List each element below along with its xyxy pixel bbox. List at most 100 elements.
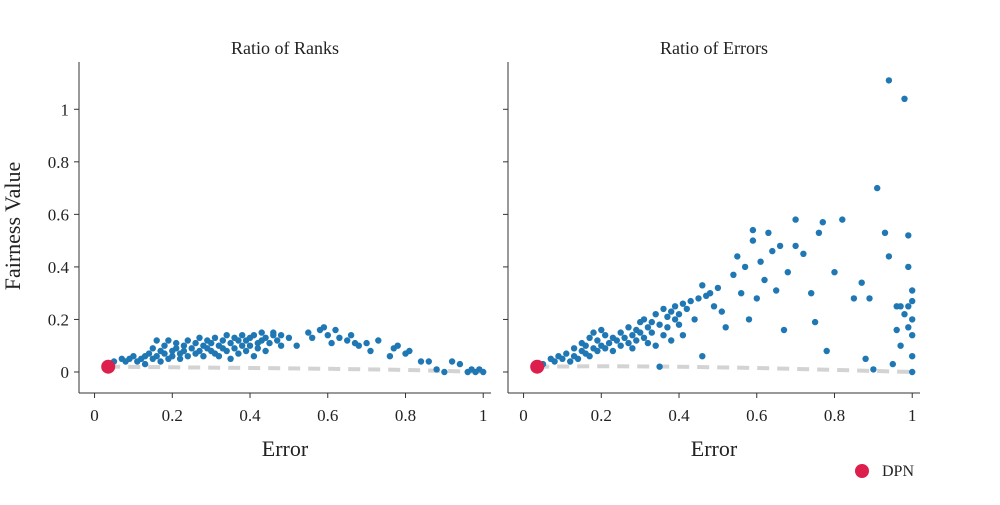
data-point [668,337,675,344]
frontier-line [108,364,484,374]
data-point [332,326,339,334]
data-point [239,342,246,349]
data-point [223,347,230,355]
data-point [406,347,413,355]
data-point [347,332,355,339]
dpn-point [101,359,116,374]
data-point [598,326,605,334]
data-point [671,316,679,323]
data-point [551,358,558,365]
data-point [909,287,916,294]
data-point [773,287,780,294]
data-point [815,229,823,236]
data-point [633,337,640,344]
data-point [679,300,687,307]
x-tick-label: 0.2 [591,406,612,425]
data-point [652,342,659,349]
data-point [718,308,725,315]
data-point [811,318,819,326]
data-point [309,334,316,341]
data-point [893,326,900,334]
data-point [644,339,652,347]
data-point [637,329,644,336]
legend-marker [855,464,869,478]
data-point [149,345,156,352]
data-point [582,342,589,349]
data-point [640,316,648,323]
data-point [235,350,242,357]
data-point [640,334,648,341]
data-point [161,342,168,349]
data-point [246,342,254,349]
data-point [695,295,702,302]
data-point [586,334,593,341]
x-axis-title: Error [691,436,738,461]
data-point [285,334,293,341]
y-tick-label: 1 [61,100,70,119]
data-point [897,303,904,310]
y-tick-label: 0 [61,363,70,382]
data-point [738,290,745,297]
legend-label: DPN [882,463,914,480]
x-tick-label: 1 [908,406,917,425]
frontier-line [537,364,913,374]
x-tick-label: 0.2 [162,406,183,425]
data-point [433,366,440,373]
data-point [776,242,784,250]
data-point [570,345,578,352]
panel-title: Ratio of Errors [660,38,768,58]
data-point [862,355,869,362]
data-point [157,358,164,365]
data-point [897,342,904,349]
data-point [901,95,908,103]
data-point [277,332,285,339]
data-point [706,290,714,297]
data-point [375,337,382,344]
data-point [262,334,269,341]
data-point [850,295,858,302]
data-point [909,353,916,360]
data-point [239,332,246,339]
data-point [769,247,776,255]
data-point [629,332,636,339]
data-point [235,337,242,344]
y-tick-label: 0.6 [48,205,69,224]
data-point [691,316,698,323]
data-point [909,332,916,339]
data-point [161,350,168,357]
x-tick-label: 0.4 [239,406,261,425]
data-point [909,368,916,376]
data-point [745,316,753,323]
data-point [699,282,706,289]
data-point [200,353,207,360]
data-point [652,311,659,318]
data-point [792,242,799,250]
data-point [602,345,609,352]
data-point [889,360,896,368]
data-point [765,229,772,236]
y-tick-label: 0.4 [48,258,70,277]
data-point [800,250,807,257]
data-point [648,329,655,336]
data-point [730,271,737,278]
data-point [274,337,281,344]
data-point [780,326,788,334]
data-point [574,355,582,362]
data-point [176,355,184,362]
data-point [617,342,624,349]
data-point [219,337,226,344]
legend[interactable]: DPN [855,463,914,480]
data-point [180,342,188,349]
data-point [679,332,687,339]
x-tick-label: 0.6 [317,406,338,425]
data-point [242,347,250,355]
data-point [808,290,815,297]
data-point [644,324,652,331]
data-point [753,295,760,302]
data-point [722,324,729,331]
data-point [277,342,285,349]
data-point [648,318,655,326]
data-point [671,303,679,310]
data-point [687,297,694,305]
